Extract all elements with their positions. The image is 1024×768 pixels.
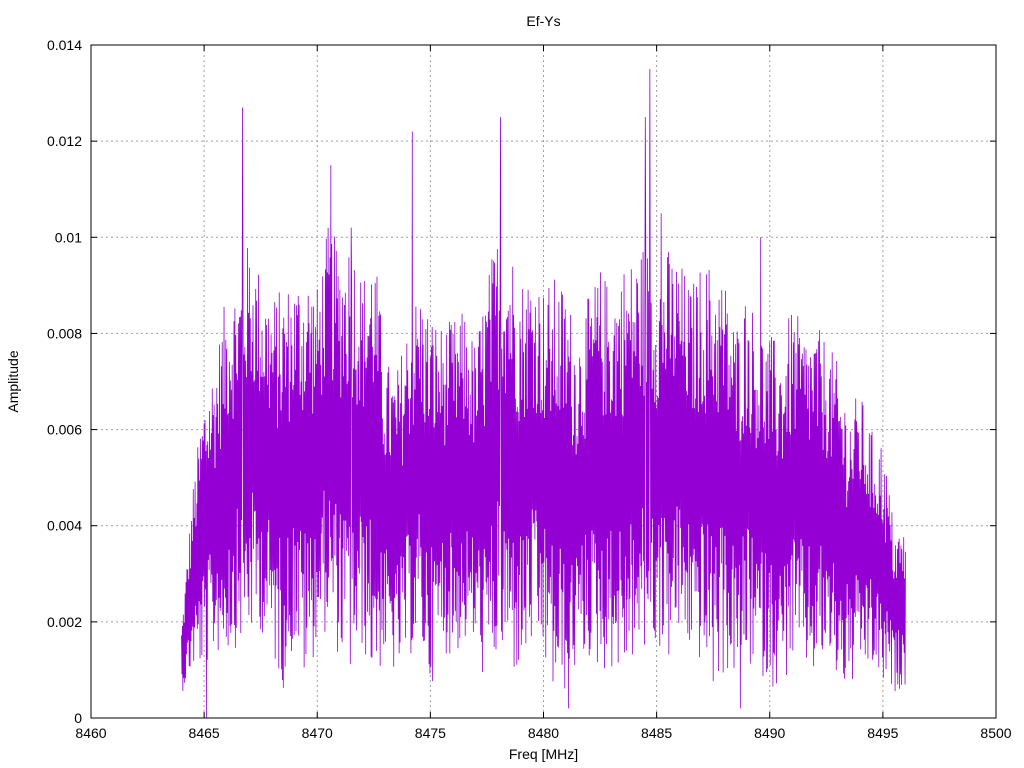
- x-tick-label: 8465: [189, 725, 220, 741]
- series-line: [181, 69, 906, 719]
- x-tick-label: 8480: [528, 725, 559, 741]
- y-tick-label: 0.01: [55, 229, 82, 245]
- x-tick-label: 8485: [641, 725, 672, 741]
- axis-ticks: [90, 44, 997, 719]
- y-tick-label: 0.008: [47, 325, 82, 341]
- y-tick-label: 0.006: [47, 422, 82, 438]
- y-tick-label: 0: [74, 710, 82, 726]
- x-tick-label: 8500: [980, 725, 1011, 741]
- x-tick-label: 8470: [302, 725, 333, 741]
- x-tick-label: 8495: [867, 725, 898, 741]
- y-axis-label: Amplitude: [5, 350, 21, 412]
- y-tick-label: 0.012: [47, 133, 82, 149]
- y-tick-label: 0.004: [47, 518, 82, 534]
- x-axis-label: Freq [MHz]: [509, 746, 578, 762]
- chart-title: Ef-Ys: [526, 13, 560, 29]
- x-tick-label: 8460: [75, 725, 106, 741]
- y-tick-labels: 0 0.002 0.004 0.006 0.008 0.01 0.012 0.014: [47, 37, 82, 726]
- x-tick-label: 8475: [415, 725, 446, 741]
- x-tick-label: 8490: [754, 725, 785, 741]
- y-tick-label: 0.014: [47, 37, 82, 53]
- series-line-group: [181, 69, 906, 719]
- x-tick-labels: 8460 8465 8470 8475 8480 8485 8490 8495 8500: [75, 725, 1011, 741]
- y-tick-label: 0.002: [47, 614, 82, 630]
